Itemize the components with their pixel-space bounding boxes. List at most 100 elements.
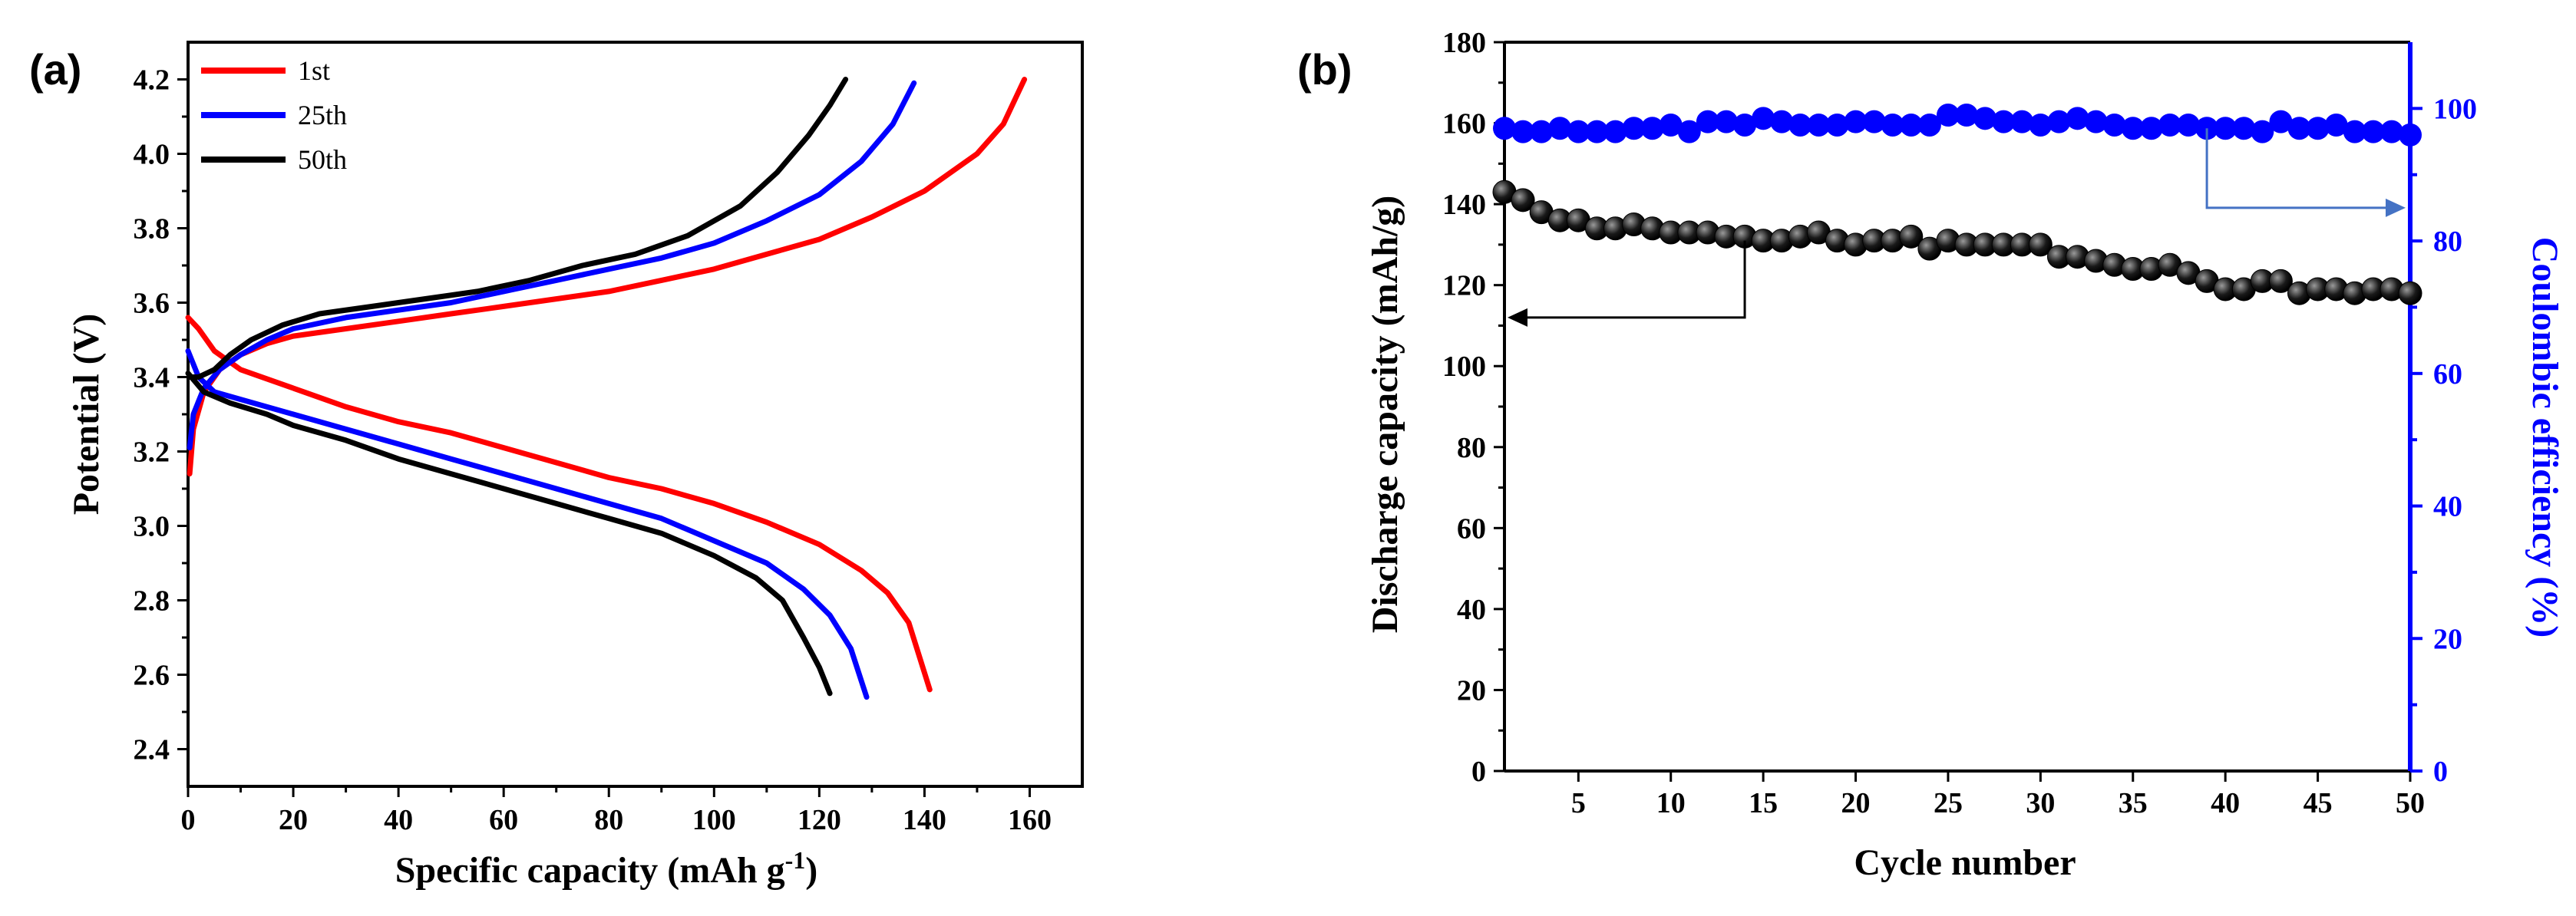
panel-b-xtick-label: 5 — [1571, 787, 1586, 819]
panel-b-efficiency-point — [1770, 110, 1794, 133]
panel-b-efficiency-point — [2121, 117, 2145, 140]
panel-b-ytick-left-label: 60 — [1457, 512, 1486, 545]
panel-b-xtick-label: 30 — [2026, 787, 2055, 819]
panel-b-capacity-point — [2028, 232, 2053, 257]
panel-b-efficiency-point — [1844, 110, 1868, 133]
panel-b-efficiency-point — [1530, 120, 1554, 143]
panel-a-xtick-label: 100 — [692, 804, 736, 836]
panel-a-charge-line-25th — [187, 80, 917, 451]
panel-b-capacity-point — [2268, 269, 2293, 293]
panel-a-xtick-label: 140 — [903, 804, 946, 836]
panel-b-efficiency-point — [1862, 110, 1886, 133]
panel-a-xtick-label: 80 — [594, 804, 623, 836]
panel-b-ytick-left-label: 120 — [1442, 270, 1486, 302]
panel-b-efficiency-point — [1807, 113, 1831, 137]
panel-b-xtick-label: 35 — [2119, 787, 2148, 819]
panel-b-efficiency-point — [1585, 120, 1609, 143]
panel-b-right-arrow-line — [2205, 128, 2389, 209]
panel-a-ytick-label: 4.2 — [134, 64, 170, 97]
panel-b-xtick-label: 40 — [2211, 787, 2240, 819]
panel-b-efficiency-point — [2084, 110, 2108, 133]
panel-a-xlabel: Specific capacity (mAh g-1) — [395, 846, 818, 891]
panel-a-ytick-label: 2.8 — [134, 585, 170, 618]
panel-b-efficiency-point — [2158, 113, 2181, 137]
panel-b-efficiency-point — [1659, 113, 1683, 137]
panel-b-efficiency-point — [2399, 123, 2422, 147]
panel-b-ytick-right-label: 100 — [2433, 93, 2477, 125]
panel-a-discharge-line-1st — [185, 315, 933, 693]
panel-a-chart: 0 20 40 60 80 100 120 140 160 2.4 2.6 2.8 3.0 3.2 3.4 3… — [134, 41, 1084, 836]
panel-b-chart: 5 10 15 20 25 30 35 40 45 50020406080100120140160… — [1442, 27, 2477, 819]
panel-b-efficiency-point — [2177, 113, 2201, 137]
panel-b-efficiency-point — [1992, 110, 2016, 133]
panel-a-label: (a) — [29, 45, 81, 94]
panel-b-efficiency-point — [1696, 110, 1719, 133]
panel-a-ytick-label: 3.2 — [134, 437, 170, 469]
panel-b-efficiency-point — [1825, 113, 1849, 137]
panel-b-xlabel: Cycle number — [1854, 842, 2076, 883]
panel-a-xtick-label: 40 — [384, 804, 413, 836]
panel-b-efficiency-point — [1917, 113, 1941, 137]
panel-a-xtick-label: 60 — [489, 804, 518, 836]
panel-b-capacity-point — [1511, 188, 1535, 213]
panel-b-efficiency-point — [1567, 120, 1590, 143]
panel-b-ylabel-right: Coulombic efficiency (%) — [2525, 237, 2565, 638]
panel-b-efficiency-point — [1714, 110, 1738, 133]
panel-b-label: (b) — [1297, 45, 1352, 94]
panel-b-ytick-right-label: 80 — [2433, 226, 2462, 258]
panel-b-efficiency-point — [1640, 117, 1664, 140]
panel-a-charge-line-1st — [187, 77, 1028, 477]
panel-b-capacity-point — [1899, 224, 1924, 249]
panel-b-efficiency-point — [2214, 117, 2237, 140]
panel-b-ytick-right-label: 0 — [2433, 756, 2448, 788]
panel-b-right-arrowhead — [2386, 198, 2406, 217]
panel-b-efficiency-point — [1603, 120, 1627, 143]
panel-b-efficiency-point — [2343, 120, 2366, 143]
panel-b-left-arrow-line — [1523, 240, 1746, 319]
panel-b-efficiency-point — [1955, 104, 1979, 127]
panel-b-efficiency-point — [2306, 117, 2330, 140]
panel-b-efficiency-point — [1493, 117, 1516, 140]
panel-b-efficiency-point — [1899, 113, 1923, 137]
panel-b-efficiency-point — [2232, 117, 2256, 140]
panel-b-efficiency-point — [2269, 110, 2293, 133]
panel-a-xtick-label: 120 — [798, 804, 841, 836]
panel-b-ytick-right-label: 60 — [2433, 358, 2462, 390]
panel-b-xtick-label: 15 — [1749, 787, 1778, 819]
panel-b-capacity-point — [2398, 281, 2422, 305]
panel-a-discharge-line-50th — [185, 371, 833, 697]
panel-a-xtick-label: 160 — [1008, 804, 1052, 836]
panel-b-xtick-label: 10 — [1656, 787, 1686, 819]
panel-b-xtick-label: 50 — [2396, 787, 2425, 819]
panel-b-efficiency-point — [1752, 107, 1775, 130]
panel-a-charge-line-50th — [187, 77, 849, 380]
panel-a-legend-label-50th: 50th — [298, 144, 347, 175]
panel-a-xlabel-sup: -1 — [785, 846, 806, 874]
panel-a-discharge-line-25th — [185, 348, 870, 700]
panel-b-ytick-left-label: 140 — [1442, 189, 1486, 221]
panel-a-ytick-label: 2.6 — [134, 660, 170, 692]
panel-b-efficiency-point — [1733, 113, 1757, 137]
panel-b-ytick-left-label: 40 — [1457, 594, 1486, 626]
panel-b-efficiency-point — [1788, 113, 1812, 137]
panel-a-ylabel: Potential (V) — [66, 314, 107, 516]
panel-b-xtick-label: 20 — [1841, 787, 1871, 819]
panel-a-xlabel-close: ) — [805, 850, 817, 891]
panel-a-xtick-label: 20 — [279, 804, 308, 836]
panel-b-left-arrowhead — [1508, 308, 1527, 327]
panel-b-efficiency-point — [2102, 113, 2126, 137]
panel-a-ytick-label: 3.8 — [134, 213, 170, 245]
panel-b-efficiency-point — [2361, 120, 2385, 143]
panel-b-efficiency-point — [2010, 110, 2034, 133]
panel-b-ytick-right-label: 20 — [2433, 623, 2462, 655]
panel-a-ytick-label: 3.6 — [134, 288, 170, 320]
panel-b-efficiency-point — [1622, 117, 1646, 140]
panel-a-xtick-label: 0 — [181, 804, 196, 836]
panel-a-xlabel-main: Specific capacity (mAh g — [395, 850, 785, 891]
panel-b-ytick-left-label: 0 — [1471, 756, 1486, 788]
panel-b-ytick-left-label: 80 — [1457, 432, 1486, 464]
panel-b-efficiency-point — [2287, 117, 2311, 140]
panel-a-ytick-label: 3.4 — [134, 362, 170, 394]
panel-b-efficiency-point — [2251, 120, 2274, 143]
